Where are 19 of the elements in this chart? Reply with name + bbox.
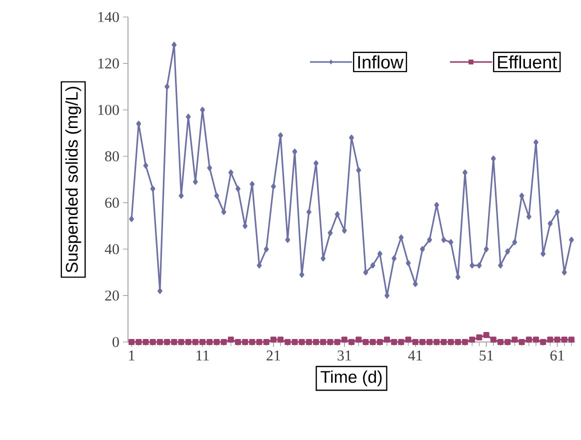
legend-label: Inflow — [358, 55, 404, 69]
y-tick-label: 40 — [104, 244, 119, 254]
x-tick-label: 21 — [266, 350, 280, 360]
y-tick-label: 140 — [98, 12, 119, 22]
x-axis-title: Time (d) — [320, 370, 382, 386]
y-tick-label: 0 — [112, 336, 119, 348]
y-axis-title: Suspended solids (mg/L) — [65, 86, 82, 272]
x-tick-label: 1 — [129, 350, 134, 360]
x-tick-label: 51 — [480, 350, 493, 361]
x-tick-label: 61 — [550, 350, 564, 361]
y-tick-label: 120 — [98, 58, 119, 68]
x-tick-label: 11 — [196, 350, 209, 360]
y-tick-label: 80 — [105, 151, 119, 162]
legend-label: Effluent — [498, 55, 557, 69]
x-tick-label: 31 — [338, 350, 351, 361]
y-tick-label: 20 — [105, 290, 119, 301]
x-tick-label: 41 — [408, 350, 422, 360]
y-tick-label: 60 — [105, 198, 119, 208]
y-tick-label: 100 — [98, 104, 119, 115]
